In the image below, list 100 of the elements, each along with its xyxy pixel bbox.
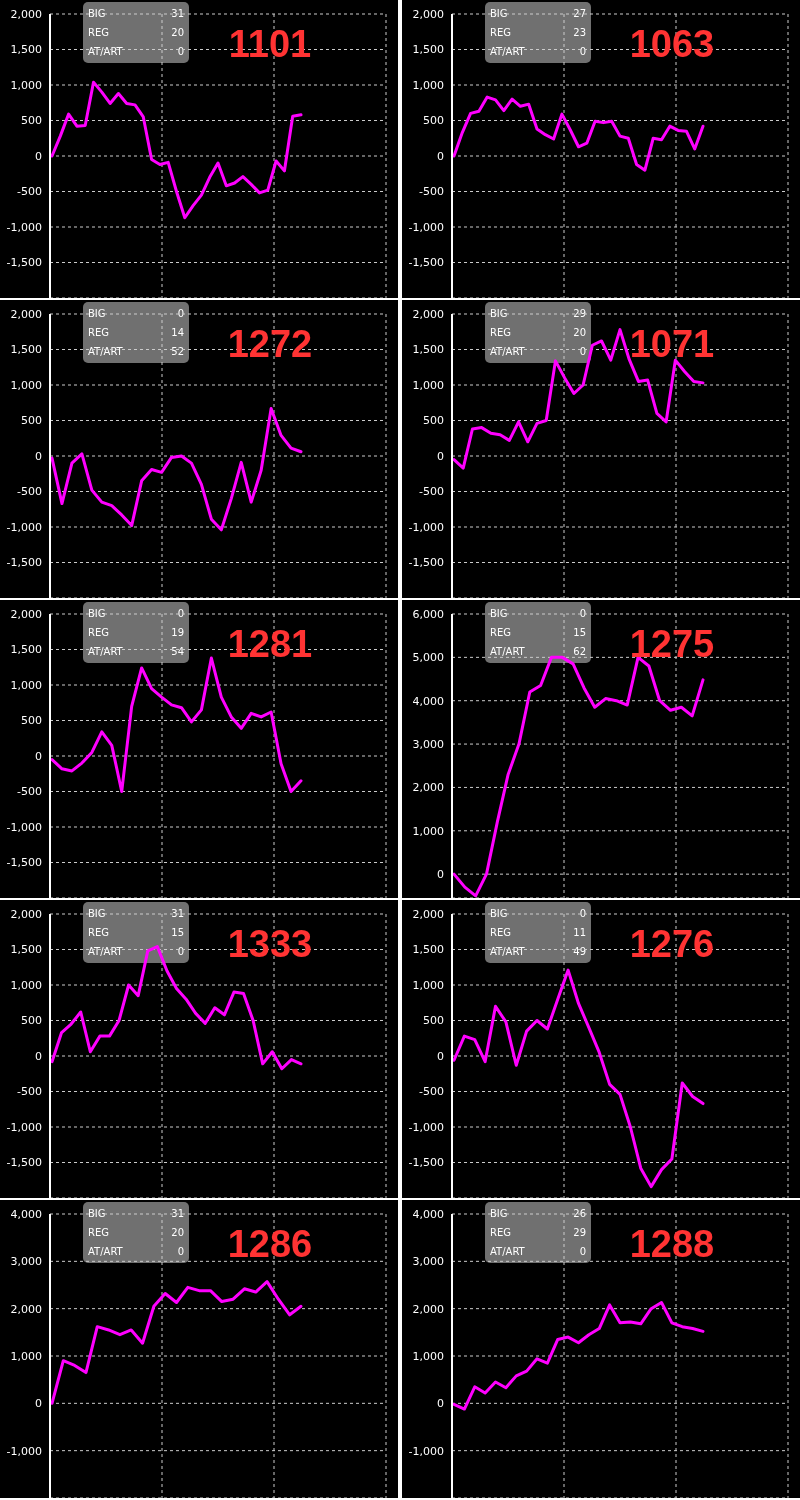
annotation: 31 xyxy=(171,1207,184,1221)
y-tick-label: 1,000 xyxy=(10,378,42,392)
chart-title: 1063 xyxy=(628,22,716,66)
y-tick-label: -1,000 xyxy=(408,1120,444,1134)
annotation: REG xyxy=(88,626,110,640)
y-tick-label: -500 xyxy=(17,1085,42,1099)
annotation: AT/ART xyxy=(88,1245,123,1259)
annotation: 29 xyxy=(573,307,586,321)
annotation: BIG xyxy=(490,1207,508,1221)
chart-title: 1288 xyxy=(628,1222,716,1266)
line-series xyxy=(452,968,705,1189)
annotation: AT/ART xyxy=(490,45,525,59)
annotation: AT/ART xyxy=(88,345,123,359)
annotation: BIG xyxy=(88,1207,106,1221)
annotation: REG xyxy=(88,26,110,40)
y-tick-label: 6,000 xyxy=(412,607,444,621)
y-tick-label: 3,000 xyxy=(412,1255,444,1269)
y-tick-label: -1,000 xyxy=(6,220,42,234)
annotation: REG xyxy=(490,626,512,640)
y-tick-label: 500 xyxy=(21,114,42,128)
line-series xyxy=(50,656,303,793)
annotation: 31 xyxy=(171,907,184,921)
y-tick-label: -1,500 xyxy=(408,1156,444,1170)
annotation: BIG xyxy=(88,607,106,621)
y-tick-label: 1,000 xyxy=(412,1349,444,1363)
y-tick-label: -1,500 xyxy=(6,256,42,270)
y-tick-label: 3,000 xyxy=(10,1255,42,1269)
y-tick-label: 0 xyxy=(35,1049,42,1063)
annotation: 26 xyxy=(573,1207,586,1221)
annotation: 27 xyxy=(573,7,586,21)
annotation: BIG xyxy=(88,907,106,921)
annotation: AT/ART xyxy=(88,645,123,659)
annotation: BIG xyxy=(490,7,508,21)
annotation: REG xyxy=(88,326,110,340)
annotation: 62 xyxy=(573,645,586,659)
y-tick-label: 0 xyxy=(35,1397,42,1411)
annotation: AT/ART xyxy=(490,1245,525,1259)
annotation: BIG xyxy=(88,7,106,21)
y-tick-label: 1,000 xyxy=(10,78,42,92)
y-tick-label: -1,500 xyxy=(6,856,42,870)
annotation: 15 xyxy=(171,926,184,940)
y-tick-label: 0 xyxy=(437,1049,444,1063)
y-tick-label: -1,000 xyxy=(6,820,42,834)
y-tick-label: 1,000 xyxy=(412,824,444,838)
y-tick-label: 1,500 xyxy=(412,943,444,957)
y-tick-label: -500 xyxy=(17,185,42,199)
y-tick-label: 2,000 xyxy=(10,907,42,921)
y-tick-label: 500 xyxy=(423,1014,444,1028)
y-tick-label: 500 xyxy=(21,714,42,728)
annotation: 0 xyxy=(579,1245,586,1259)
y-tick-label: 500 xyxy=(423,414,444,428)
y-tick-label: -500 xyxy=(419,1085,444,1099)
annotation: AT/ART xyxy=(490,345,525,359)
y-tick-label: 2,000 xyxy=(10,607,42,621)
y-tick-label: 5,000 xyxy=(412,651,444,665)
y-tick-label: 2,000 xyxy=(10,7,42,21)
y-tick-label: -500 xyxy=(17,785,42,799)
y-tick-label: 0 xyxy=(437,149,444,163)
y-tick-label: -1,500 xyxy=(6,556,42,570)
y-tick-label: 1,500 xyxy=(412,343,444,357)
annotation: 20 xyxy=(573,326,586,340)
chart-title: 1275 xyxy=(628,622,716,666)
y-tick-label: 2,000 xyxy=(10,1302,42,1316)
annotation: 15 xyxy=(573,626,586,640)
annotation: REG xyxy=(490,326,512,340)
y-tick-label: 2,000 xyxy=(10,307,42,321)
annotation: REG xyxy=(490,1226,512,1240)
annotation: 14 xyxy=(171,326,184,340)
y-tick-label: 0 xyxy=(437,449,444,463)
annotation: 20 xyxy=(171,26,184,40)
y-tick-label: 0 xyxy=(35,149,42,163)
y-tick-label: -1,000 xyxy=(408,220,444,234)
annotation: AT/ART xyxy=(88,45,123,59)
y-tick-label: 1,500 xyxy=(412,43,444,57)
annotation: AT/ART xyxy=(490,945,525,959)
annotation: BIG xyxy=(490,307,508,321)
y-tick-label: -1,000 xyxy=(6,1120,42,1134)
y-tick-label: 2,000 xyxy=(412,307,444,321)
y-tick-label: 1,500 xyxy=(10,43,42,57)
y-tick-label: -500 xyxy=(419,185,444,199)
annotation: REG xyxy=(490,26,512,40)
chart-title: 1071 xyxy=(628,322,716,366)
line-series xyxy=(50,1280,303,1405)
y-tick-label: 500 xyxy=(21,414,42,428)
annotation: BIG xyxy=(490,907,508,921)
annotation: REG xyxy=(88,926,110,940)
annotation: 23 xyxy=(573,26,586,40)
y-tick-label: 4,000 xyxy=(10,1207,42,1221)
y-tick-label: 1,000 xyxy=(412,978,444,992)
annotation: REG xyxy=(490,926,512,940)
line-series xyxy=(50,406,303,532)
y-tick-label: -1,000 xyxy=(408,520,444,534)
chart-title: 1272 xyxy=(226,322,314,366)
y-tick-label: 3,000 xyxy=(412,737,444,751)
y-tick-label: 1,000 xyxy=(10,978,42,992)
annotation: 0 xyxy=(579,607,586,621)
annotation: AT/ART xyxy=(490,645,525,659)
annotation: AT/ART xyxy=(88,945,123,959)
chart-title: 1281 xyxy=(226,622,314,666)
annotation: 20 xyxy=(171,1226,184,1240)
